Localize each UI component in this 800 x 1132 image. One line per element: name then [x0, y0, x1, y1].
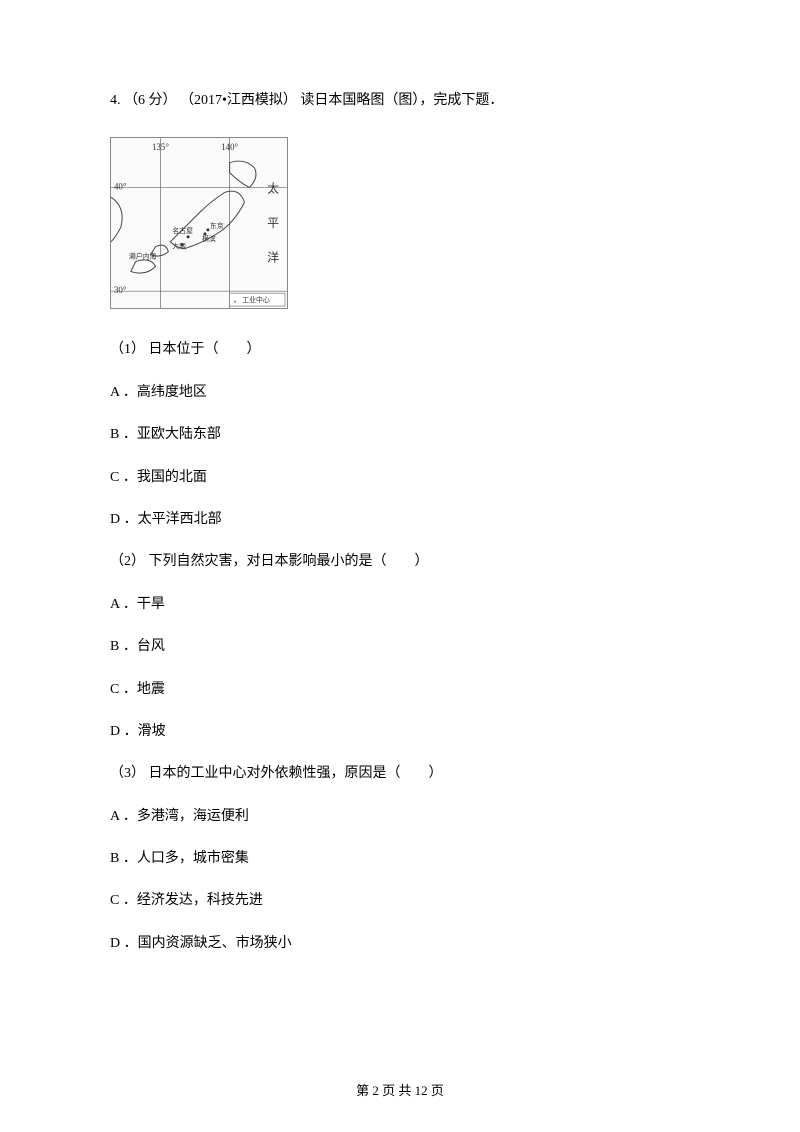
option-label: A	[110, 597, 119, 612]
option-2a: A ．干旱	[110, 594, 690, 616]
svg-text:濑户内海: 濑户内海	[129, 252, 157, 261]
option-label: C	[110, 893, 119, 908]
svg-text:横滨: 横滨	[202, 234, 216, 243]
japan-map: 135° 140° 40° 30° 名古屋 大阪 东京 横滨 濑户内海 太 平 …	[110, 137, 288, 309]
option-1b: B ．亚欧大陆东部	[110, 424, 690, 446]
svg-text:东京: 东京	[210, 221, 224, 230]
map-svg: 135° 140° 40° 30° 名古屋 大阪 东京 横滨 濑户内海 太 平 …	[111, 138, 287, 308]
page-footer: 第 2 页 共 12 页	[0, 1081, 800, 1102]
option-text: ．经济发达，科技先进	[123, 893, 263, 908]
option-label: A	[110, 809, 119, 824]
svg-text:名古屋: 名古屋	[172, 226, 193, 235]
option-2c: C ．地震	[110, 679, 690, 701]
subq-text: 日本的工业中心对外依赖性强，原因是（ ）	[145, 766, 443, 781]
option-label: B	[110, 851, 119, 866]
option-1c: C ．我国的北面	[110, 467, 690, 489]
question-header: 4. （6 分） （2017•江西模拟） 读日本国略图（图），完成下题．	[110, 90, 690, 112]
option-1a: A ．高纬度地区	[110, 382, 690, 404]
option-label: D	[110, 936, 120, 951]
subq-number: （3）	[110, 766, 145, 781]
option-label: C	[110, 682, 119, 697]
svg-text:30°: 30°	[114, 286, 127, 296]
option-3c: C ．经济发达，科技先进	[110, 890, 690, 912]
option-text: ．台风	[123, 639, 165, 654]
svg-text:平: 平	[267, 216, 279, 230]
option-text: ．亚欧大陆东部	[123, 427, 221, 442]
option-3b: B ．人口多，城市密集	[110, 848, 690, 870]
option-label: B	[110, 427, 119, 442]
sub-question-3: （3） 日本的工业中心对外依赖性强，原因是（ ）	[110, 763, 690, 785]
option-3d: D ．国内资源缺乏、市场狭小	[110, 933, 690, 955]
svg-text:。 工业中心: 。 工业中心	[234, 295, 270, 304]
option-text: ．滑坡	[124, 724, 166, 739]
sub-question-2: （2） 下列自然灾害，对日本影响最小的是（ ）	[110, 551, 690, 573]
option-text: ．我国的北面	[123, 470, 207, 485]
option-text: ．多港湾，海运便利	[123, 809, 249, 824]
option-label: C	[110, 470, 119, 485]
option-text: ．干旱	[123, 597, 165, 612]
subq-text: 下列自然灾害，对日本影响最小的是（ ）	[145, 554, 429, 569]
svg-text:135°: 135°	[152, 142, 169, 152]
subq-number: （1）	[110, 342, 145, 357]
option-label: D	[110, 512, 120, 527]
option-text: ．人口多，城市密集	[123, 851, 249, 866]
subq-number: （2）	[110, 554, 145, 569]
question-number: 4.	[110, 93, 121, 108]
svg-text:140°: 140°	[221, 142, 238, 152]
question-source: （2017•江西模拟）	[180, 93, 297, 108]
option-label: B	[110, 639, 119, 654]
sub-question-1: （1） 日本位于（ ）	[110, 339, 690, 361]
svg-text:洋: 洋	[267, 251, 279, 265]
question-points: （6 分）	[124, 93, 177, 108]
option-text: ．高纬度地区	[123, 385, 207, 400]
option-3a: A ．多港湾，海运便利	[110, 806, 690, 828]
option-2b: B ．台风	[110, 636, 690, 658]
option-text: ．地震	[123, 682, 165, 697]
option-label: A	[110, 385, 119, 400]
option-text: ．国内资源缺乏、市场狭小	[124, 936, 292, 951]
page-number: 第 2 页 共 12 页	[356, 1083, 444, 1098]
subq-text: 日本位于（ ）	[145, 342, 261, 357]
option-label: D	[110, 724, 120, 739]
question-stem: 读日本国略图（图），完成下题．	[300, 93, 503, 108]
svg-text:大阪: 大阪	[172, 242, 186, 251]
svg-text:40°: 40°	[114, 182, 127, 192]
option-1d: D ．太平洋西北部	[110, 509, 690, 531]
option-text: ．太平洋西北部	[124, 512, 222, 527]
option-2d: D ．滑坡	[110, 721, 690, 743]
svg-text:太: 太	[267, 182, 279, 196]
